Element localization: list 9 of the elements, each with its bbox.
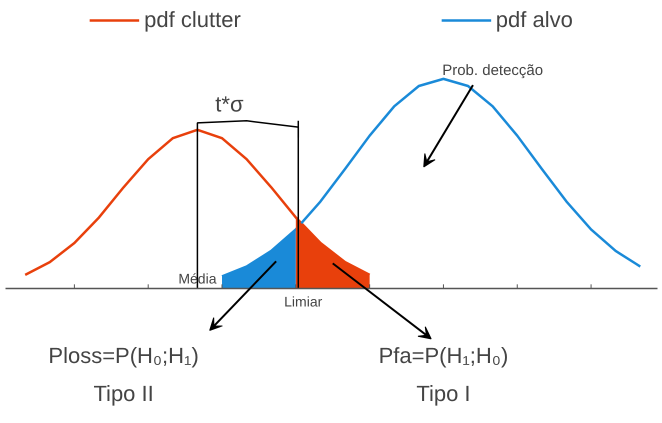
annotation: t*σ	[215, 92, 244, 117]
text: Limiar	[284, 293, 323, 310]
annotation: Prob. detecção	[442, 62, 544, 79]
text: Tipo II	[93, 380, 154, 406]
legend-label: pdf clutter	[144, 7, 241, 33]
legend-label: pdf alvo	[496, 7, 573, 33]
text: Tipo I	[416, 380, 471, 406]
text: Pfa=P(H₁;H₀)	[378, 343, 508, 368]
text: Ploss=P(H₀;H₁)	[48, 343, 199, 368]
